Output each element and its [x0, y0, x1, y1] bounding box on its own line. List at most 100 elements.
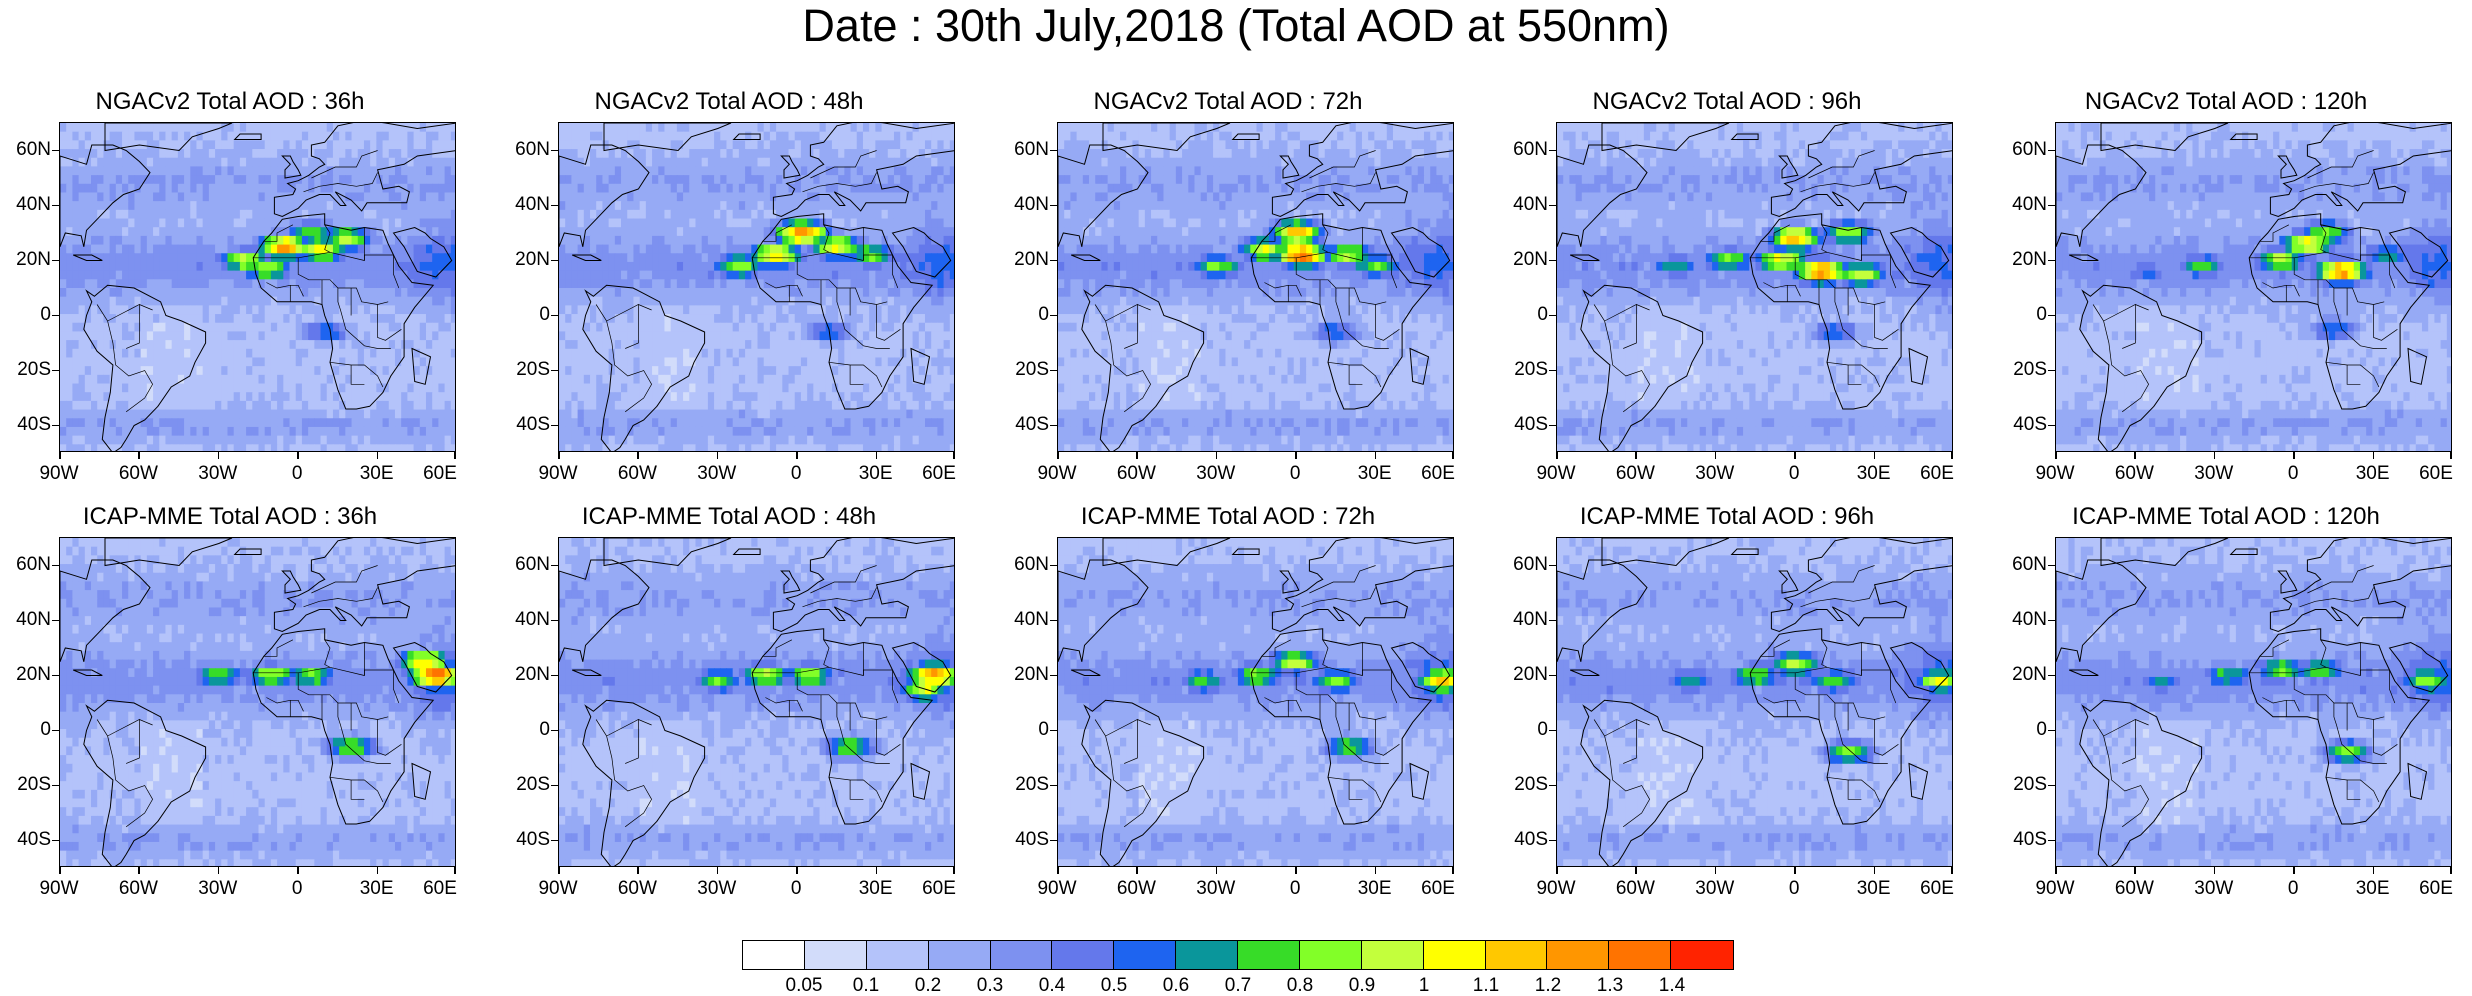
aod-cell: [221, 192, 228, 201]
aod-cell: [596, 384, 603, 393]
aod-cell: [60, 227, 67, 236]
aod-cell: [209, 210, 216, 219]
aod-cell: [720, 410, 727, 419]
aod-cell: [240, 279, 247, 288]
aod-cell: [234, 288, 241, 297]
aod-cell: [671, 323, 678, 332]
aod-cell: [203, 436, 210, 445]
aod-cell: [178, 297, 185, 306]
aod-cell: [383, 297, 390, 306]
aod-cell: [215, 262, 222, 271]
aod-cell: [414, 410, 421, 419]
aod-cell: [401, 410, 408, 419]
aod-cell: [420, 384, 427, 393]
aod-cell: [240, 184, 247, 193]
aod-cell: [664, 384, 671, 393]
aod-cell: [720, 123, 727, 132]
aod-cell: [789, 201, 796, 210]
aod-cell: [246, 375, 253, 384]
aod-cell: [153, 140, 160, 149]
aod-cell: [677, 444, 684, 452]
aod-cell: [664, 279, 671, 288]
aod-cell: [401, 366, 408, 375]
aod-cell: [857, 279, 864, 288]
aod-cell: [265, 340, 272, 349]
aod-cell: [339, 297, 346, 306]
aod-cell: [246, 175, 253, 184]
aod-cell: [97, 331, 104, 340]
aod-cell: [345, 444, 352, 452]
aod-cell: [931, 140, 938, 149]
aod-cell: [801, 279, 808, 288]
lon-tick: [558, 452, 560, 459]
aod-cell: [770, 132, 777, 141]
aod-cell: [345, 245, 352, 254]
aod-cell: [590, 366, 597, 375]
aod-cell: [882, 132, 889, 141]
aod-cell: [203, 279, 210, 288]
aod-cell: [271, 158, 278, 167]
lat-tick-label: 40N: [515, 195, 550, 215]
aod-cell: [196, 340, 203, 349]
aod-cell: [246, 158, 253, 167]
aod-cell: [66, 340, 73, 349]
aod-cell: [370, 305, 377, 314]
aod-cell: [265, 210, 272, 219]
aod-cell: [321, 401, 328, 410]
aod-cell: [652, 314, 659, 323]
aod-cell: [882, 219, 889, 228]
aod-cell: [196, 158, 203, 167]
aod-cell: [646, 444, 653, 452]
aod-cell: [184, 184, 191, 193]
aod-cell: [85, 271, 92, 280]
aod-cell: [290, 401, 297, 410]
aod-cell: [376, 227, 383, 236]
aod-cell: [807, 132, 814, 141]
aod-cell: [776, 288, 783, 297]
aod-cell: [358, 279, 365, 288]
aod-cell: [407, 384, 414, 393]
aod-cell: [931, 331, 938, 340]
aod-cell: [863, 262, 870, 271]
aod-cell: [153, 427, 160, 436]
aod-cell: [190, 210, 197, 219]
aod-cell: [578, 271, 585, 280]
aod-cell: [621, 444, 628, 452]
lat-tick-label: 40S: [516, 415, 550, 435]
aod-cell: [227, 297, 234, 306]
aod-cell: [352, 166, 359, 175]
aod-cell: [147, 132, 154, 141]
aod-cell: [438, 331, 445, 340]
aod-cell: [153, 384, 160, 393]
aod-cell: [863, 158, 870, 167]
aod-cell: [882, 340, 889, 349]
aod-cell: [116, 288, 123, 297]
aod-cell: [370, 323, 377, 332]
aod-cell: [451, 184, 456, 193]
aod-cell: [720, 357, 727, 366]
aod-cell: [677, 323, 684, 332]
aod-cell: [764, 149, 771, 158]
aod-cell: [97, 410, 104, 419]
aod-cell: [726, 245, 733, 254]
aod-cell: [913, 392, 920, 401]
aod-cell: [451, 401, 456, 410]
aod-cell: [333, 184, 340, 193]
aod-cell: [621, 288, 628, 297]
aod-cell: [159, 227, 166, 236]
aod-cell: [708, 132, 715, 141]
aod-cell: [321, 436, 328, 445]
aod-cell: [695, 210, 702, 219]
aod-cell: [640, 245, 647, 254]
aod-cell: [277, 410, 284, 419]
aod-cell: [72, 305, 79, 314]
aod-cell: [950, 219, 955, 228]
lat-tick-label: 40S: [17, 415, 51, 435]
aod-cell: [60, 123, 67, 132]
aod-map: [559, 123, 955, 452]
aod-cell: [122, 210, 129, 219]
aod-cell: [66, 236, 73, 245]
aod-cell: [888, 340, 895, 349]
aod-cell: [813, 184, 820, 193]
aod-cell: [407, 331, 414, 340]
